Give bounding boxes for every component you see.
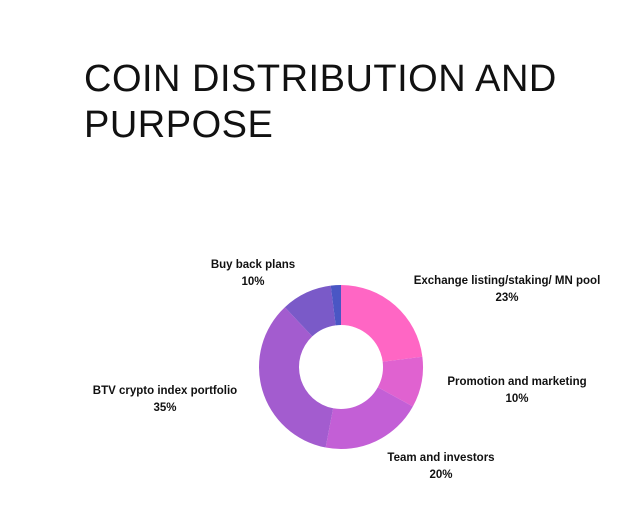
slice-value-2: 20%: [429, 469, 452, 481]
slice-3: [259, 307, 334, 448]
slice-label-2: Team and investors: [387, 452, 494, 464]
slice-0: [341, 285, 423, 362]
slice-label-1: Promotion and marketing: [447, 376, 586, 388]
slice-value-0: 23%: [495, 292, 518, 304]
slice-2: [325, 387, 413, 449]
labels-group: Exchange listing/staking/ MN pool 23% Prom…: [93, 259, 600, 481]
slice-value-4: 10%: [241, 276, 264, 288]
slices-group: [259, 285, 423, 449]
slice-5: [330, 285, 341, 326]
page-title: COIN DISTRIBUTION AND PURPOSE: [84, 58, 557, 146]
slice-1: [377, 356, 423, 407]
slice-label-3: BTV crypto index portfolio: [93, 385, 237, 397]
slice-value-1: 10%: [505, 393, 528, 405]
slice-4: [284, 285, 336, 337]
slice-value-3: 35%: [153, 402, 176, 414]
slice-label-4: Buy back plans: [211, 259, 295, 271]
slice-label-0: Exchange listing/staking/ MN pool: [414, 275, 601, 287]
